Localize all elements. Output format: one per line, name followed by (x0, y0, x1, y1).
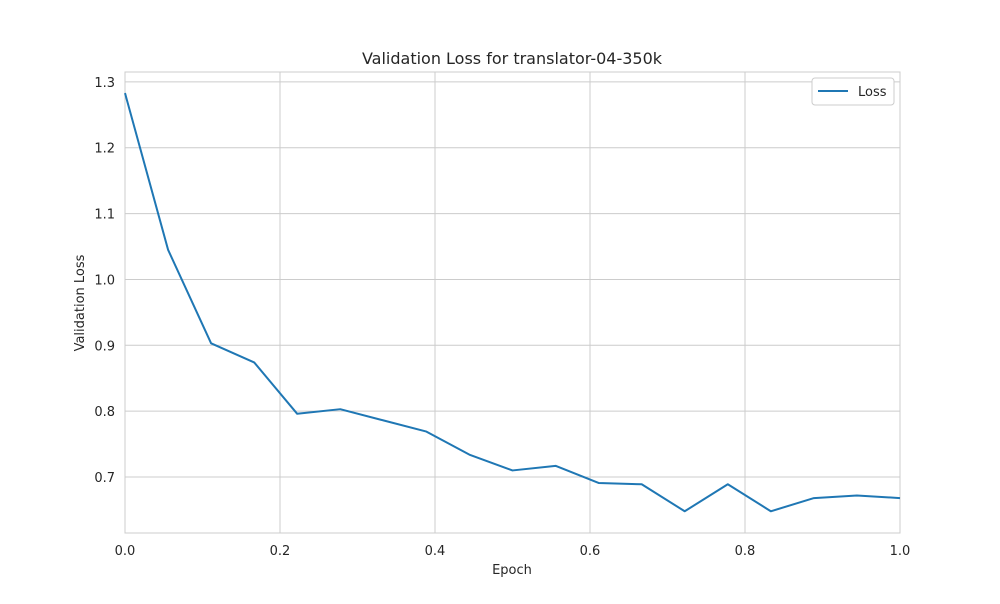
x-tick-label: 0.0 (115, 544, 136, 559)
y-tick-label: 0.9 (94, 339, 115, 354)
series-layer (124, 92, 901, 513)
x-tick-label: 1.0 (890, 544, 911, 559)
y-tick-label: 1.0 (94, 273, 115, 288)
y-tick-label: 0.7 (94, 471, 115, 486)
plot-area-frame (124, 71, 901, 534)
y-tick-label: 0.8 (94, 405, 115, 420)
x-tick-label: 0.8 (735, 544, 756, 559)
x-tick-label: 0.2 (270, 544, 291, 559)
chart-title: Validation Loss for translator-04-350k (362, 49, 663, 68)
y-tick-label: 1.3 (94, 76, 115, 91)
y-axis-label: Validation Loss (73, 254, 88, 351)
legend-label-loss: Loss (858, 85, 887, 100)
tick-labels: 0.0 0.2 0.4 0.6 0.8 1.0 0.7 0.8 0.9 1.0 1.1 1.2 1.3 (94, 76, 910, 559)
x-axis-label: Epoch (492, 563, 532, 578)
y-tick-label: 1.1 (94, 208, 115, 223)
legend-box (811, 77, 895, 106)
x-tick-label: 0.4 (425, 544, 446, 559)
series-line-loss (124, 92, 901, 513)
y-tick-label: 1.2 (94, 142, 115, 157)
grid (124, 72, 901, 533)
legend: Loss (811, 77, 895, 106)
x-tick-label: 0.6 (580, 544, 601, 559)
